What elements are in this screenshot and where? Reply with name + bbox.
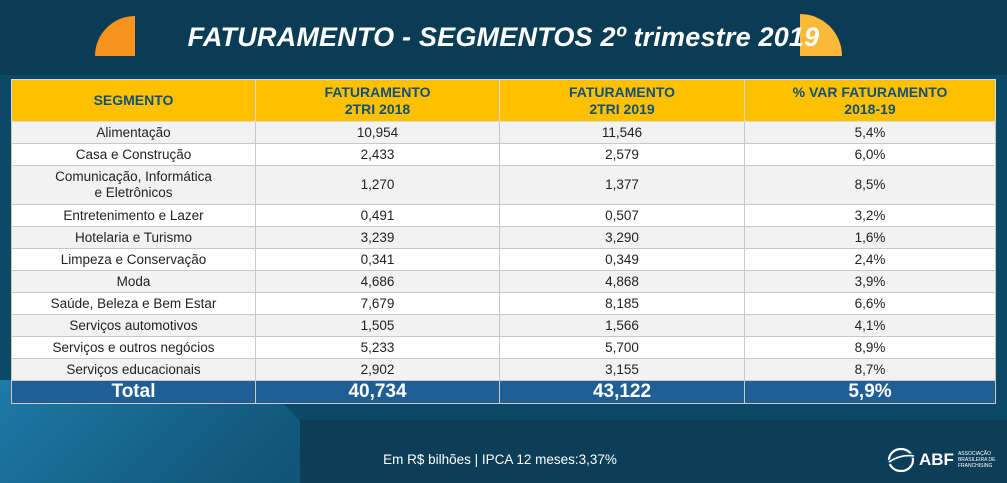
page-title: FATURAMENTO - SEGMENTOS 2º trimestre 201… <box>187 22 820 52</box>
table-row: Moda 4,686 4,868 3,9% <box>11 270 996 293</box>
cell-segment: Serviços automotivos <box>11 314 256 337</box>
cell-variation: 4,1% <box>744 314 996 337</box>
cell-segment: Hotelaria e Turismo <box>11 226 256 249</box>
cell-segment: Saúde, Beleza e Bem Estar <box>11 292 256 315</box>
cell-variation: 8,5% <box>744 165 996 205</box>
cell-variation: 3,2% <box>744 204 996 227</box>
header-revenue-2018: FATURAMENTO 2TRI 2018 <box>255 79 500 122</box>
total-row: Total 40,734 43,122 5,9% <box>11 380 996 404</box>
total-variation: 5,9% <box>744 380 996 404</box>
cell-revenue-2019: 3,290 <box>499 226 745 249</box>
cell-revenue-2019: 0,349 <box>499 248 745 271</box>
cell-revenue-2019: 8,185 <box>499 292 745 315</box>
table-header-row: SEGMENTO FATURAMENTO 2TRI 2018 FATURAMENT… <box>11 79 996 122</box>
header-revenue-2019: FATURAMENTO 2TRI 2019 <box>499 79 745 122</box>
cell-revenue-2019: 5,700 <box>499 336 745 359</box>
cell-revenue-2019: 4,868 <box>499 270 745 293</box>
cell-variation: 8,9% <box>744 336 996 359</box>
table-row: Comunicação, Informática e Eletrônicos 1,2… <box>11 165 996 205</box>
abf-logo-text: ABF <box>919 450 954 469</box>
cell-revenue-2018: 1,270 <box>255 165 500 205</box>
total-revenue-2018: 40,734 <box>255 380 500 404</box>
cell-variation: 6,6% <box>744 292 996 315</box>
cell-revenue-2018: 2,902 <box>255 358 500 381</box>
header-revenue-variation: % VAR FATURAMENTO 2018-19 <box>744 79 996 122</box>
table-row: Serviços automotivos 1,505 1,566 4,1% <box>11 314 996 337</box>
cell-variation: 8,7% <box>744 358 996 381</box>
cell-segment: Entretenimento e Lazer <box>11 204 256 227</box>
cell-revenue-2018: 10,954 <box>255 121 500 144</box>
abf-logo-subtitle: ASSOCIAÇÃO BRASILEIRA DE FRANCHISING <box>957 451 996 469</box>
cell-revenue-2018: 2,433 <box>255 143 500 166</box>
cell-revenue-2019: 2,579 <box>499 143 745 166</box>
header-band <box>0 0 1007 75</box>
cell-revenue-2018: 1,505 <box>255 314 500 337</box>
table-row: Hotelaria e Turismo 3,239 3,290 1,6% <box>11 226 996 249</box>
table-row: Saúde, Beleza e Bem Estar 7,679 8,185 6,6% <box>11 292 996 315</box>
cell-revenue-2019: 1,566 <box>499 314 745 337</box>
cell-segment: Comunicação, Informática e Eletrônicos <box>11 165 256 205</box>
cell-revenue-2019: 11,546 <box>499 121 745 144</box>
table-body: Alimentação 10,954 11,546 5,4% Casa e Constr… <box>11 121 996 404</box>
total-revenue-2019: 43,122 <box>499 380 745 404</box>
abf-logo-icon <box>886 447 916 473</box>
footnote: Em R$ bilhões | IPCA 12 meses:3,37% <box>383 452 617 467</box>
cell-revenue-2019: 0,507 <box>499 204 745 227</box>
total-label: Total <box>11 380 256 404</box>
revenue-table: SEGMENTO FATURAMENTO 2TRI 2018 FATURAMENT… <box>11 79 996 404</box>
table-row: Alimentação 10,954 11,546 5,4% <box>11 121 996 144</box>
cell-variation: 6,0% <box>744 143 996 166</box>
cell-variation: 3,9% <box>744 270 996 293</box>
cell-segment: Alimentação <box>11 121 256 144</box>
cell-variation: 1,6% <box>744 226 996 249</box>
cell-revenue-2019: 3,155 <box>499 358 745 381</box>
cell-revenue-2018: 5,233 <box>255 336 500 359</box>
cell-revenue-2019: 1,377 <box>499 165 745 205</box>
cell-variation: 5,4% <box>744 121 996 144</box>
cell-revenue-2018: 0,341 <box>255 248 500 271</box>
cell-variation: 2,4% <box>744 248 996 271</box>
abf-logo: ABF ASSOCIAÇÃO BRASILEIRA DE FRANCHISING <box>886 446 998 474</box>
cell-revenue-2018: 4,686 <box>255 270 500 293</box>
header-segment: SEGMENTO <box>11 79 256 122</box>
cell-segment: Moda <box>11 270 256 293</box>
table-row: Entretenimento e Lazer 0,491 0,507 3,2% <box>11 204 996 227</box>
footer-band <box>300 420 1007 483</box>
table-row: Limpeza e Conservação 0,341 0,349 2,4% <box>11 248 996 271</box>
cell-segment: Limpeza e Conservação <box>11 248 256 271</box>
cell-segment: Serviços e outros negócios <box>11 336 256 359</box>
cell-segment: Casa e Construção <box>11 143 256 166</box>
cell-segment: Serviços educacionais <box>11 358 256 381</box>
table-row: Serviços e outros negócios 5,233 5,700 8,9% <box>11 336 996 359</box>
cell-revenue-2018: 7,679 <box>255 292 500 315</box>
table-row: Serviços educacionais 2,902 3,155 8,7% <box>11 358 996 381</box>
table-row: Casa e Construção 2,433 2,579 6,0% <box>11 143 996 166</box>
cell-revenue-2018: 0,491 <box>255 204 500 227</box>
cell-revenue-2018: 3,239 <box>255 226 500 249</box>
